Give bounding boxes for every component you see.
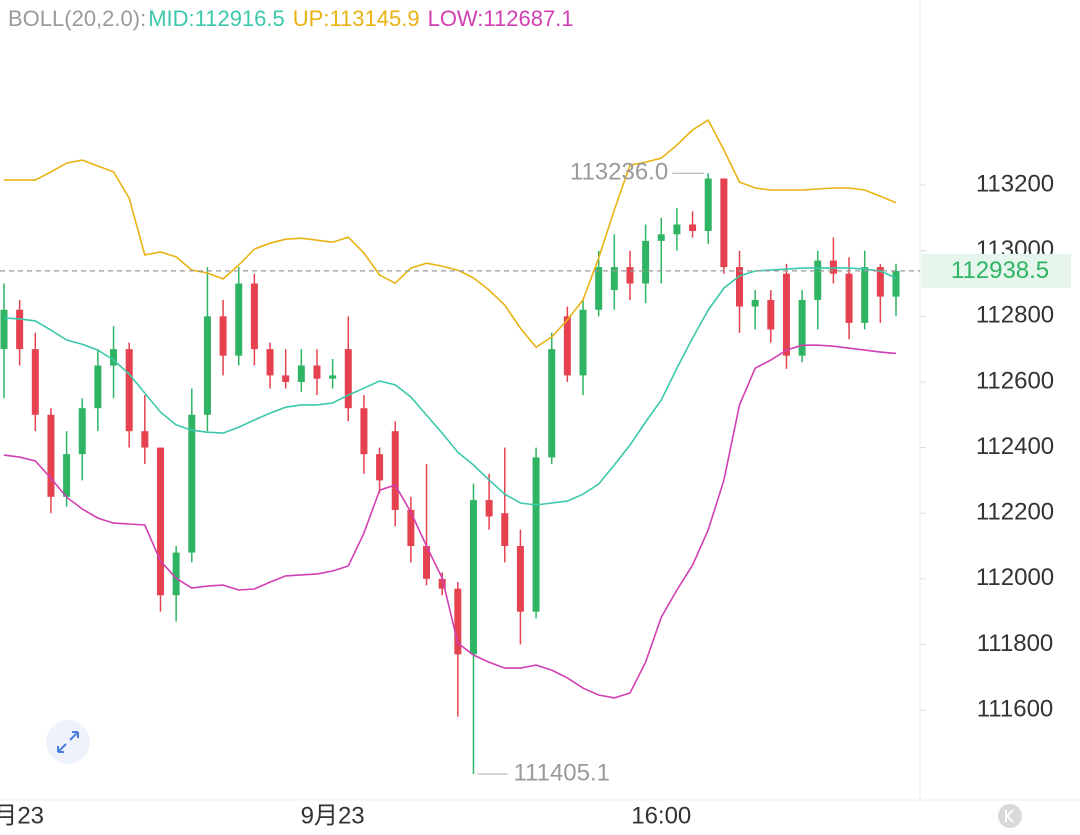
band-line — [3, 267, 897, 506]
indicator-name: BOLL(20,2.0): — [8, 6, 146, 31]
candle-body — [407, 509, 415, 547]
candle-body — [282, 375, 290, 382]
candle-body — [501, 513, 509, 547]
candle-body — [313, 365, 321, 379]
candle-body — [125, 349, 133, 432]
candle-body — [751, 299, 759, 307]
annotation-label: 111405.1 — [513, 759, 610, 786]
candle-body — [376, 454, 384, 481]
candle-body — [47, 414, 55, 497]
candle-body — [516, 546, 524, 612]
candle-body — [642, 240, 650, 284]
candle-body — [579, 309, 587, 376]
candle-body — [454, 588, 462, 655]
legend-entry: MID:112916.5 — [148, 6, 285, 31]
annotation-label: 113236.0 — [570, 159, 668, 186]
candle-body — [673, 224, 681, 235]
candle-body — [563, 316, 571, 376]
candle-body — [423, 546, 431, 579]
candle-body — [736, 267, 744, 307]
candle-body — [469, 500, 477, 655]
candle-body — [360, 408, 368, 455]
expand-icon — [57, 731, 79, 753]
candle-body — [798, 299, 806, 356]
x-tick-label: 9月23 — [0, 802, 44, 829]
candle-body — [156, 447, 164, 596]
candle-body — [438, 578, 446, 589]
candle-body — [16, 309, 24, 350]
candle-body — [110, 349, 118, 366]
indicator-legend: BOLL(20,2.0):MID:112916.5 UP:113145.9 LOW:… — [8, 6, 574, 31]
candle-body — [861, 267, 869, 323]
candle-body — [829, 260, 837, 274]
candle-body — [219, 316, 227, 356]
candle-body — [892, 270, 900, 297]
y-tick-label: 112400 — [976, 433, 1054, 460]
candle-body — [626, 267, 634, 284]
candle-body — [657, 234, 665, 241]
y-tick-label: 111800 — [977, 630, 1054, 657]
candle-body — [63, 454, 71, 497]
candle-body — [782, 273, 790, 356]
candle-body — [141, 431, 149, 448]
x-tick-label: 9月23 — [301, 802, 365, 829]
last-price-box — [921, 253, 1071, 288]
legend-entry: LOW:112687.1 — [428, 6, 574, 31]
y-tick-label: 112000 — [976, 564, 1054, 591]
y-tick-label: 111600 — [977, 695, 1054, 722]
candle-body — [610, 267, 618, 291]
candle-body — [485, 500, 493, 517]
band-line — [3, 344, 897, 699]
x-tick-label: 16:00 — [631, 802, 691, 829]
candle-body — [235, 283, 243, 356]
candle-body — [266, 349, 274, 376]
legend-entry: UP:113145.9 — [293, 6, 420, 31]
candle-body — [814, 260, 822, 300]
candle-body — [845, 273, 853, 323]
candle-body — [0, 309, 8, 350]
last-price-label: 112938.5 — [951, 257, 1049, 284]
candle-body — [548, 349, 556, 458]
candle-body — [876, 267, 884, 297]
expand-button-bg[interactable] — [46, 720, 90, 764]
band-line — [4, 118, 897, 349]
candle-body — [203, 316, 211, 415]
candle-body — [297, 365, 305, 382]
candle-body — [94, 365, 102, 409]
candle-body — [595, 267, 603, 310]
candle-body — [767, 299, 775, 330]
candle-body — [78, 408, 86, 455]
y-tick-label: 113200 — [976, 170, 1054, 197]
candle-body — [689, 224, 697, 232]
candle-body — [391, 431, 399, 510]
candle-body — [31, 349, 39, 415]
candle-body — [172, 552, 180, 596]
k-button[interactable] — [998, 804, 1022, 828]
y-tick-label: 112800 — [976, 302, 1054, 329]
candle-body — [329, 375, 337, 379]
candle-body — [720, 178, 728, 268]
candle-body — [250, 283, 258, 350]
candle-body — [344, 349, 352, 409]
indicator-header: BOLL(20,2.0):MID:112916.5 UP:113145.9 LOW:… — [8, 6, 574, 31]
k-icon — [1005, 809, 1014, 823]
candle-body — [704, 178, 712, 232]
k-button-bg[interactable] — [998, 804, 1022, 828]
candle-body — [188, 414, 196, 553]
expand-button[interactable] — [46, 720, 90, 764]
candle-body — [532, 457, 540, 612]
y-tick-label: 112600 — [976, 367, 1054, 394]
y-tick-label: 112200 — [976, 499, 1054, 526]
plot-area: 113236.0 111405.1 — [0, 118, 900, 786]
